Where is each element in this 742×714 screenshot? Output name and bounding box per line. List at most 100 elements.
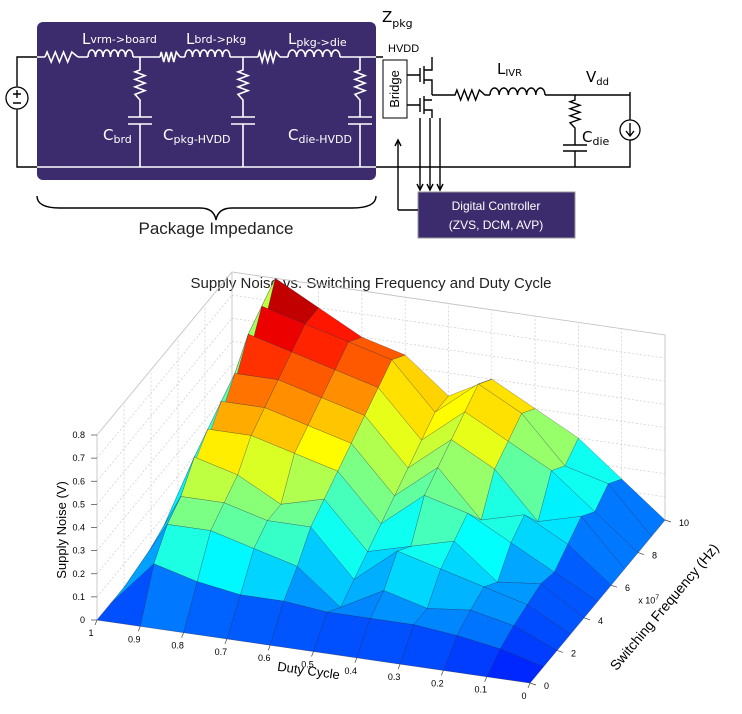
tick-mark <box>354 657 358 663</box>
grid-line <box>96 341 233 505</box>
tick-mark <box>610 584 618 588</box>
chart-title: Supply Noise vs. Switching Frequency and… <box>191 275 552 292</box>
label: Cbrd <box>103 126 132 146</box>
x-axis-label: Duty Cycle <box>276 659 340 683</box>
grid-line <box>96 271 233 436</box>
x-tick-label: 0.5 <box>301 660 314 670</box>
y-multiplier-exponent: 7 <box>655 594 659 601</box>
x-tick-label: 0.6 <box>258 653 271 663</box>
control-wires <box>397 118 441 211</box>
y-tick-label: 0 <box>544 681 549 691</box>
controller-modes: (ZVS, DCM, AVP) <box>449 218 543 232</box>
arrowhead <box>436 183 444 192</box>
wire <box>16 56 37 168</box>
tick-mark <box>181 632 184 638</box>
branch <box>128 57 152 167</box>
y-tick-label: 6 <box>625 583 630 593</box>
z-tick-label: 0 <box>80 615 85 625</box>
y-tick-label: 10 <box>679 518 689 528</box>
tick-mark <box>137 626 141 632</box>
resistor <box>257 48 281 66</box>
x-tick-label: 1 <box>88 628 93 638</box>
tick-mark <box>397 663 401 670</box>
tick-mark <box>224 638 228 645</box>
grid-line <box>96 318 233 482</box>
brace <box>36 195 377 221</box>
tick-mark <box>441 670 444 676</box>
label: Cdie-HVDD <box>288 126 352 146</box>
controller-title: Digital Controller <box>452 199 541 213</box>
x-tick-label: 0.1 <box>474 685 487 695</box>
label: Vdd <box>586 68 609 88</box>
x-tick-label: 0.3 <box>388 672 401 682</box>
z-tick-label: 0.8 <box>72 430 85 440</box>
resistor <box>159 50 181 63</box>
arrowhead <box>394 138 402 147</box>
x-tick-label: 0.2 <box>431 678 444 688</box>
y-multiplier-text: x 10 <box>638 595 655 605</box>
resistor <box>44 49 79 65</box>
tick-mark <box>529 682 537 686</box>
y-tick-label: 4 <box>598 616 603 626</box>
label: Lvrm->board <box>82 30 157 48</box>
surface-plot: 0 0.1 0.2 0.3 0.4 0.5 0.6 0.7 0.8 0 0.1 0.2 0.3 0.4 0.… <box>54 271 722 701</box>
branch <box>348 57 372 167</box>
x-tick-label: 0.8 <box>171 641 184 651</box>
y-tick-label: 2 <box>571 648 576 658</box>
z-tick-label: 0.2 <box>72 569 85 579</box>
source-sign <box>13 90 21 104</box>
grid-line <box>96 387 233 551</box>
grid-line <box>96 364 233 528</box>
branch <box>231 57 255 167</box>
y-multiplier: x 107 <box>638 594 659 605</box>
tick-mark <box>527 682 531 689</box>
tick-mark <box>311 651 314 657</box>
tick-mark <box>583 617 591 621</box>
x-tick-label: 0.9 <box>128 634 141 644</box>
z-tick-label: 0.3 <box>72 546 85 556</box>
circuit-diagram: Digital Controller (ZVS, DCM, AVP) Packa… <box>5 8 641 239</box>
label: Cpkg-HVDD <box>163 126 231 146</box>
y-tick-label: 8 <box>652 551 657 561</box>
label: Bridge <box>387 70 402 108</box>
z-axis-label: Supply Noise (V) <box>54 481 69 579</box>
inductor <box>489 87 546 96</box>
x-tick-label: 0.7 <box>215 647 228 657</box>
controller-box <box>417 191 576 239</box>
cdie-branch <box>545 94 630 167</box>
label: Lbrd->pkg <box>186 30 246 48</box>
arrowhead <box>426 183 434 192</box>
wire <box>432 88 490 102</box>
label: Cdie <box>582 128 610 148</box>
z-tick-label: 0.7 <box>72 453 85 463</box>
tick-mark <box>267 645 271 651</box>
x-tick-label: 0 <box>521 691 526 701</box>
z-tick-label: 0.1 <box>72 592 85 602</box>
tick-mark <box>484 676 488 682</box>
bridge-box <box>382 59 408 119</box>
current-arrow <box>625 123 635 138</box>
label: LIVR <box>497 60 522 79</box>
tick-mark <box>637 552 645 555</box>
grid-line <box>96 294 233 459</box>
grid-line <box>231 271 666 336</box>
transistors <box>407 57 433 118</box>
z-tick-label: 0.4 <box>72 523 85 533</box>
inductor <box>87 49 134 58</box>
label: Zpkg <box>382 8 413 30</box>
package-box <box>37 22 376 180</box>
z-tick-label: 0.5 <box>72 499 85 509</box>
brace-label: Package Impedance <box>139 219 294 238</box>
tick-mark <box>556 650 564 653</box>
tick-mark <box>94 619 98 626</box>
label: HVDD <box>388 43 419 55</box>
z-tick-label: 0.6 <box>72 476 85 486</box>
surface-patch <box>96 563 155 627</box>
x-tick-label: 0.4 <box>345 666 358 676</box>
arrowhead <box>416 183 424 192</box>
tick-mark <box>664 519 672 523</box>
wire <box>376 56 631 168</box>
inductor <box>184 49 231 58</box>
label: Lpkg->die <box>288 30 347 49</box>
